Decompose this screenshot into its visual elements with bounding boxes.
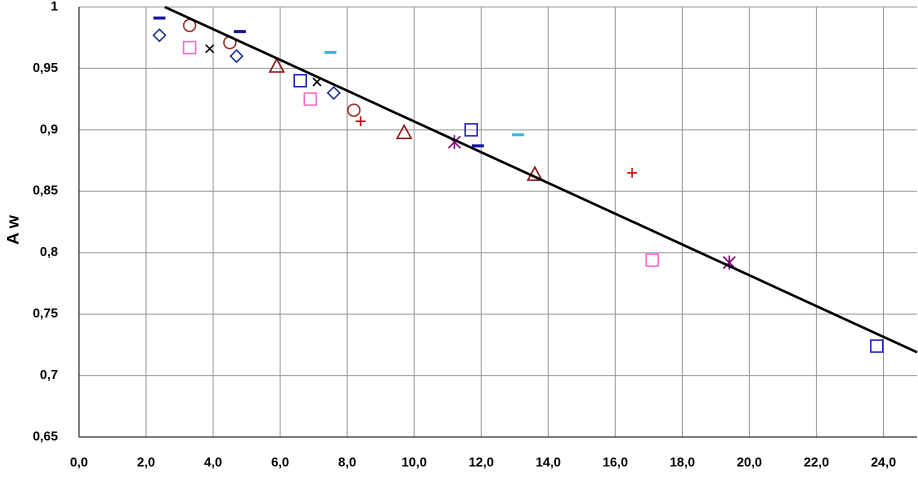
x-tick-label: 8,0 <box>338 454 356 469</box>
y-tick-label: 1 <box>51 0 58 13</box>
marker <box>229 49 244 64</box>
x-tick-label: 0,0 <box>70 454 88 469</box>
y-tick-label: 0,7 <box>40 367 58 382</box>
marker <box>645 253 659 267</box>
marker <box>303 92 318 106</box>
y-tick-label: 0,65 <box>33 428 58 443</box>
x-tick-label: 14,0 <box>536 454 561 469</box>
y-axis-title: A w <box>3 214 22 244</box>
x-tick-label: 10,0 <box>402 454 427 469</box>
marker <box>627 167 638 178</box>
marker <box>395 123 413 140</box>
trend-line <box>164 5 918 354</box>
y-tick-label: 0,75 <box>33 306 58 321</box>
marker <box>205 44 215 54</box>
marker <box>347 103 361 117</box>
y-tick-label: 0,8 <box>40 244 58 259</box>
x-tick-label: 24,0 <box>871 454 896 469</box>
marker <box>870 339 884 353</box>
x-tick-label: 22,0 <box>804 454 829 469</box>
x-tick-label: 16,0 <box>603 454 628 469</box>
x-tick-label: 12,0 <box>469 454 494 469</box>
y-tick-label: 0,9 <box>40 121 58 136</box>
marker <box>268 57 286 73</box>
x-tick-label: 18,0 <box>670 454 695 469</box>
marker <box>293 73 307 88</box>
marker <box>464 123 478 137</box>
marker <box>326 85 341 101</box>
marker <box>152 28 167 43</box>
y-tick-label: 0,85 <box>33 183 58 198</box>
marker <box>526 165 544 181</box>
marker <box>355 116 366 127</box>
x-tick-label: 6,0 <box>271 454 289 469</box>
marker <box>182 40 197 55</box>
y-tick-label: 0,95 <box>33 60 58 75</box>
x-tick-label: 4,0 <box>204 454 222 469</box>
x-tick-label: 2,0 <box>137 454 155 469</box>
x-tick-label: 20,0 <box>737 454 762 469</box>
